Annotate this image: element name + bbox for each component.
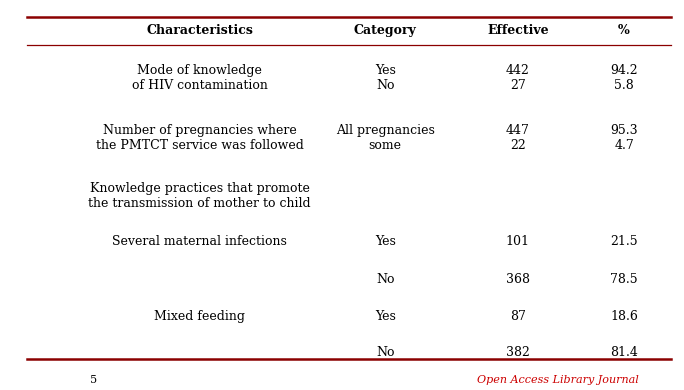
Text: 94.2
5.8: 94.2 5.8	[610, 64, 638, 92]
Text: 87: 87	[510, 310, 526, 323]
Text: Category: Category	[354, 24, 417, 37]
Text: All pregnancies
some: All pregnancies some	[336, 124, 434, 152]
Text: 5: 5	[90, 375, 97, 385]
Text: Characteristics: Characteristics	[146, 24, 253, 37]
Text: 442
27: 442 27	[506, 64, 530, 92]
Text: 81.4: 81.4	[610, 346, 638, 359]
Text: 18.6: 18.6	[610, 310, 638, 323]
Text: 382: 382	[506, 346, 530, 359]
Text: Number of pregnancies where
the PMTCT service was followed: Number of pregnancies where the PMTCT se…	[96, 124, 304, 152]
Text: Several maternal infections: Several maternal infections	[112, 235, 287, 248]
Text: 447
22: 447 22	[506, 124, 530, 152]
Text: No: No	[376, 273, 395, 286]
Text: %: %	[618, 24, 630, 37]
Text: 95.3
4.7: 95.3 4.7	[610, 124, 638, 152]
Text: 78.5: 78.5	[610, 273, 638, 286]
Text: Yes
No: Yes No	[375, 64, 395, 92]
Text: Yes: Yes	[375, 310, 395, 323]
Text: Effective: Effective	[487, 24, 549, 37]
Text: Mode of knowledge
of HIV contamination: Mode of knowledge of HIV contamination	[131, 64, 267, 92]
Text: 21.5: 21.5	[610, 235, 638, 248]
Text: Open Access Library Journal: Open Access Library Journal	[477, 375, 639, 385]
Text: 101: 101	[506, 235, 530, 248]
Text: Mixed feeding: Mixed feeding	[154, 310, 245, 323]
Text: No: No	[376, 346, 395, 359]
Text: Knowledge practices that promote
the transmission of mother to child: Knowledge practices that promote the tra…	[88, 182, 311, 209]
Text: 368: 368	[506, 273, 530, 286]
Text: Yes: Yes	[375, 235, 395, 248]
